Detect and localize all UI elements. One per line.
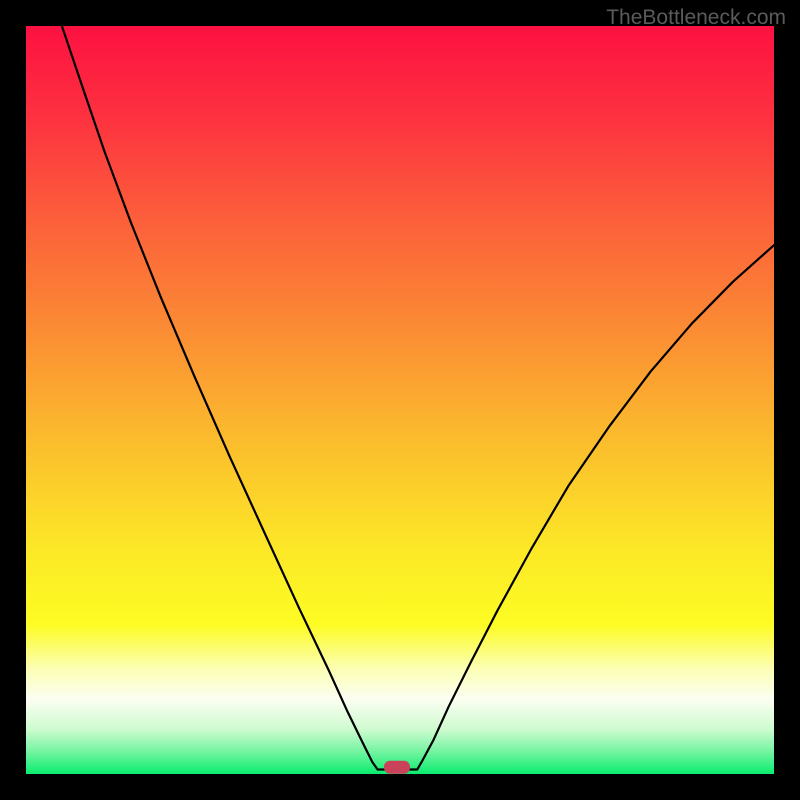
bottleneck-chart <box>26 26 774 774</box>
chart-container <box>26 26 774 774</box>
min-marker <box>384 761 410 774</box>
chart-background <box>26 26 774 774</box>
